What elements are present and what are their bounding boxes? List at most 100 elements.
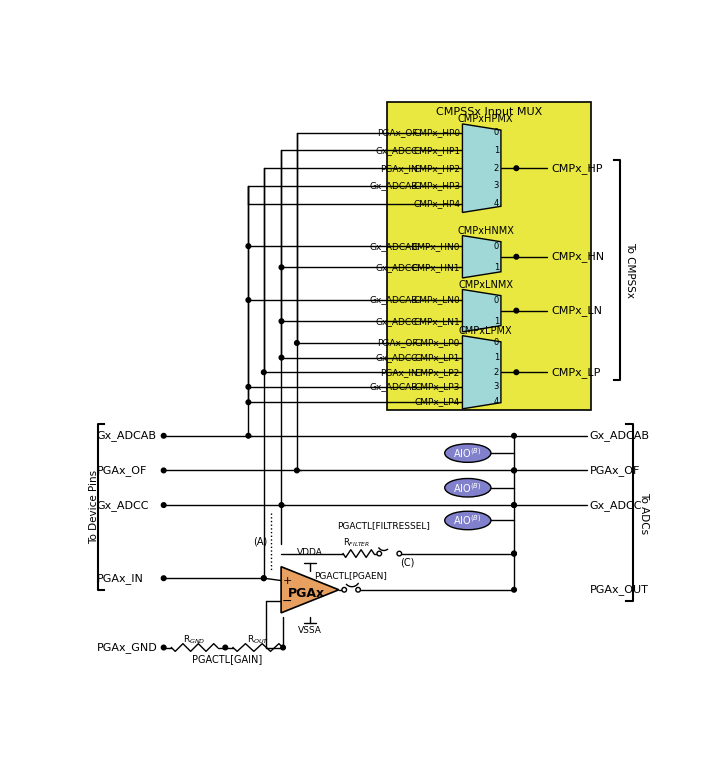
- Text: CMPx_HP: CMPx_HP: [551, 163, 603, 174]
- Text: PGAx_OF: PGAx_OF: [97, 465, 147, 476]
- Text: 1: 1: [493, 263, 499, 272]
- Circle shape: [514, 370, 518, 375]
- Text: 4: 4: [493, 397, 499, 406]
- Text: PGAx: PGAx: [288, 587, 324, 600]
- Circle shape: [223, 645, 228, 650]
- Text: Gx_ADCC: Gx_ADCC: [589, 500, 642, 511]
- Text: R$_{OUT}$: R$_{OUT}$: [247, 633, 269, 646]
- Text: 0: 0: [493, 338, 499, 348]
- Text: Gx_ADCAB: Gx_ADCAB: [369, 241, 417, 251]
- Circle shape: [279, 265, 284, 269]
- Circle shape: [279, 355, 284, 360]
- Text: 4: 4: [493, 199, 499, 208]
- Circle shape: [246, 385, 251, 390]
- Circle shape: [161, 434, 166, 438]
- Circle shape: [514, 308, 518, 313]
- FancyBboxPatch shape: [387, 102, 591, 411]
- Text: CMPx_HP1: CMPx_HP1: [413, 146, 460, 155]
- Text: PGACTL[PGAEN]: PGACTL[PGAEN]: [314, 572, 387, 580]
- Text: PGAx_IN: PGAx_IN: [97, 573, 143, 584]
- Circle shape: [512, 503, 516, 508]
- Text: CMPx_HN0: CMPx_HN0: [412, 241, 460, 251]
- Text: CMPx_HP3: CMPx_HP3: [413, 182, 460, 190]
- Circle shape: [246, 244, 251, 248]
- Circle shape: [161, 503, 166, 508]
- Circle shape: [356, 587, 361, 592]
- Text: AIO$^{(B)}$: AIO$^{(B)}$: [454, 446, 482, 460]
- Text: Gx_ADCAB: Gx_ADCAB: [589, 431, 650, 442]
- Text: Gx_ADCC: Gx_ADCC: [376, 353, 417, 362]
- Circle shape: [512, 551, 516, 556]
- Text: CMPxHPMX: CMPxHPMX: [458, 114, 513, 124]
- Text: CMPx_LN: CMPx_LN: [551, 305, 602, 316]
- Text: Gx_ADCC: Gx_ADCC: [376, 146, 417, 155]
- Circle shape: [246, 400, 251, 404]
- Text: PGACTL[GAIN]: PGACTL[GAIN]: [192, 654, 262, 664]
- Text: R$_{FILTER}$: R$_{FILTER}$: [343, 536, 370, 549]
- Text: 1: 1: [493, 146, 499, 155]
- Text: To CMPSSx: To CMPSSx: [625, 242, 635, 298]
- Text: Gx_ADCC: Gx_ADCC: [97, 500, 149, 511]
- Text: Gx_ADCC: Gx_ADCC: [376, 317, 417, 326]
- Text: Gx_ADCAB: Gx_ADCAB: [97, 431, 157, 442]
- Polygon shape: [462, 124, 501, 213]
- Text: (A): (A): [253, 537, 268, 546]
- Circle shape: [261, 576, 266, 580]
- Ellipse shape: [444, 511, 491, 530]
- Text: CMPx_LP4: CMPx_LP4: [415, 397, 460, 406]
- Circle shape: [295, 468, 299, 473]
- Text: CMPxHNMX: CMPxHNMX: [457, 226, 514, 236]
- Text: VDDA: VDDA: [297, 548, 323, 556]
- Circle shape: [512, 503, 516, 508]
- Text: CMPxLPMX: CMPxLPMX: [459, 326, 513, 336]
- Text: Gx_ADCAB: Gx_ADCAB: [369, 383, 417, 391]
- Circle shape: [161, 468, 166, 473]
- Text: CMPx_LP3: CMPx_LP3: [415, 383, 460, 391]
- Circle shape: [246, 434, 251, 438]
- Text: CMPx_LN1: CMPx_LN1: [413, 317, 460, 326]
- Circle shape: [342, 587, 346, 592]
- Text: CMPSSx Input MUX: CMPSSx Input MUX: [436, 106, 542, 116]
- Circle shape: [514, 166, 518, 171]
- Text: Gx_ADCAB: Gx_ADCAB: [369, 182, 417, 190]
- Circle shape: [279, 503, 284, 508]
- Circle shape: [512, 468, 516, 473]
- Text: Gx_ADCC: Gx_ADCC: [376, 263, 417, 272]
- Circle shape: [261, 576, 266, 580]
- Text: AIO$^{(B)}$: AIO$^{(B)}$: [454, 514, 482, 528]
- Text: AIO$^{(B)}$: AIO$^{(B)}$: [454, 481, 482, 494]
- Circle shape: [261, 370, 266, 375]
- Circle shape: [397, 551, 402, 556]
- Text: 0: 0: [493, 296, 499, 304]
- Text: CMPx_HN: CMPx_HN: [551, 251, 604, 262]
- Text: 0: 0: [493, 241, 499, 251]
- Text: CMPx_LP: CMPx_LP: [551, 367, 601, 378]
- Text: (C): (C): [400, 558, 414, 568]
- Polygon shape: [462, 236, 501, 278]
- Circle shape: [161, 645, 166, 650]
- Text: VSSA: VSSA: [298, 626, 322, 635]
- Text: −: −: [282, 595, 293, 608]
- Text: PGAx_GND: PGAx_GND: [97, 642, 158, 653]
- Text: 0: 0: [493, 128, 499, 137]
- Text: CMPx_HP0: CMPx_HP0: [413, 128, 460, 137]
- Text: CMPx_LN0: CMPx_LN0: [413, 296, 460, 304]
- Text: CMPxLNMX: CMPxLNMX: [458, 280, 513, 290]
- Text: PGAx_OF: PGAx_OF: [377, 128, 417, 137]
- Circle shape: [279, 319, 284, 324]
- Text: CMPx_LP1: CMPx_LP1: [415, 353, 460, 362]
- Text: PGAx_IN: PGAx_IN: [380, 368, 417, 376]
- Text: 1: 1: [493, 317, 499, 326]
- Circle shape: [512, 434, 516, 438]
- Text: PGAx_OF: PGAx_OF: [377, 338, 417, 348]
- Text: PGAx_OF: PGAx_OF: [589, 465, 640, 476]
- Ellipse shape: [444, 444, 491, 462]
- Text: PGACTL[FILTRESSEL]: PGACTL[FILTRESSEL]: [337, 521, 430, 530]
- Text: CMPx_HN1: CMPx_HN1: [412, 263, 460, 272]
- Text: 3: 3: [493, 383, 499, 391]
- Circle shape: [161, 576, 166, 580]
- Text: CMPx_LP2: CMPx_LP2: [415, 368, 460, 376]
- Circle shape: [295, 341, 299, 345]
- Circle shape: [246, 298, 251, 303]
- Circle shape: [512, 468, 516, 473]
